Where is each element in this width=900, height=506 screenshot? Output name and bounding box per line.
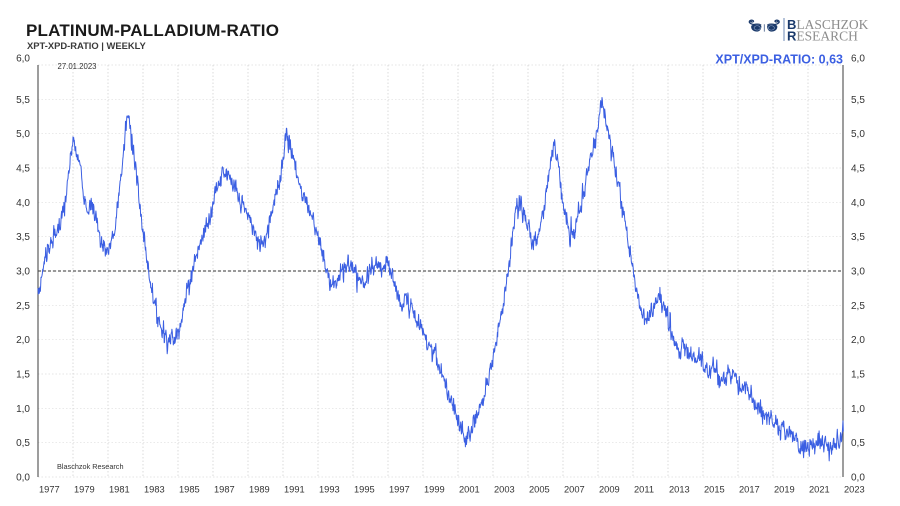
svg-text:3,0: 3,0 bbox=[16, 267, 30, 278]
svg-text:2015: 2015 bbox=[704, 485, 725, 495]
svg-text:2,5: 2,5 bbox=[851, 301, 865, 312]
svg-text:1,0: 1,0 bbox=[16, 404, 30, 415]
svg-text:5,5: 5,5 bbox=[851, 95, 865, 106]
svg-text:6,0: 6,0 bbox=[851, 54, 865, 65]
svg-text:2003: 2003 bbox=[494, 485, 515, 495]
svg-text:2013: 2013 bbox=[669, 485, 690, 495]
svg-text:1981: 1981 bbox=[109, 485, 130, 495]
svg-text:4,5: 4,5 bbox=[851, 164, 865, 175]
svg-text:2021: 2021 bbox=[809, 485, 830, 495]
svg-text:1985: 1985 bbox=[179, 485, 200, 495]
svg-text:4,0: 4,0 bbox=[851, 198, 865, 209]
svg-text:3,0: 3,0 bbox=[851, 267, 865, 278]
svg-text:5,0: 5,0 bbox=[16, 129, 30, 140]
svg-text:2,5: 2,5 bbox=[16, 301, 30, 312]
svg-text:0,0: 0,0 bbox=[851, 473, 865, 484]
svg-text:0,0: 0,0 bbox=[16, 473, 30, 484]
svg-text:1991: 1991 bbox=[284, 485, 305, 495]
svg-text:2001: 2001 bbox=[459, 485, 480, 495]
svg-text:1983: 1983 bbox=[144, 485, 165, 495]
svg-text:2007: 2007 bbox=[564, 485, 585, 495]
svg-text:2,0: 2,0 bbox=[16, 335, 30, 346]
svg-text:2,0: 2,0 bbox=[851, 335, 865, 346]
svg-text:1993: 1993 bbox=[319, 485, 340, 495]
svg-text:1979: 1979 bbox=[74, 485, 95, 495]
svg-text:1,5: 1,5 bbox=[851, 370, 865, 381]
svg-text:2023: 2023 bbox=[844, 485, 865, 495]
svg-text:1989: 1989 bbox=[249, 485, 270, 495]
svg-text:2005: 2005 bbox=[529, 485, 550, 495]
svg-text:3,5: 3,5 bbox=[16, 232, 30, 243]
svg-text:1,0: 1,0 bbox=[851, 404, 865, 415]
svg-text:0,5: 0,5 bbox=[16, 438, 30, 449]
svg-text:5,0: 5,0 bbox=[851, 129, 865, 140]
svg-text:XPT/XPD-RATIO: 0,63: XPT/XPD-RATIO: 0,63 bbox=[715, 53, 843, 67]
svg-text:0,5: 0,5 bbox=[851, 438, 865, 449]
svg-text:6,0: 6,0 bbox=[16, 54, 30, 65]
svg-text:4,0: 4,0 bbox=[16, 198, 30, 209]
svg-text:3,5: 3,5 bbox=[851, 232, 865, 243]
svg-text:1977: 1977 bbox=[39, 485, 60, 495]
svg-text:RESEARCH: RESEARCH bbox=[787, 29, 858, 44]
svg-text:27.01.2023: 27.01.2023 bbox=[58, 62, 97, 71]
svg-text:5,5: 5,5 bbox=[16, 95, 30, 106]
svg-text:1987: 1987 bbox=[214, 485, 235, 495]
svg-text:1999: 1999 bbox=[424, 485, 445, 495]
svg-text:4,5: 4,5 bbox=[16, 164, 30, 175]
svg-text:1997: 1997 bbox=[389, 485, 410, 495]
svg-text:2011: 2011 bbox=[634, 485, 654, 495]
svg-text:Blaschzok Research: Blaschzok Research bbox=[57, 462, 124, 471]
svg-text:2019: 2019 bbox=[774, 485, 795, 495]
svg-text:1,5: 1,5 bbox=[16, 370, 30, 381]
svg-text:2009: 2009 bbox=[599, 485, 620, 495]
svg-text:2017: 2017 bbox=[739, 485, 760, 495]
svg-text:1995: 1995 bbox=[354, 485, 375, 495]
